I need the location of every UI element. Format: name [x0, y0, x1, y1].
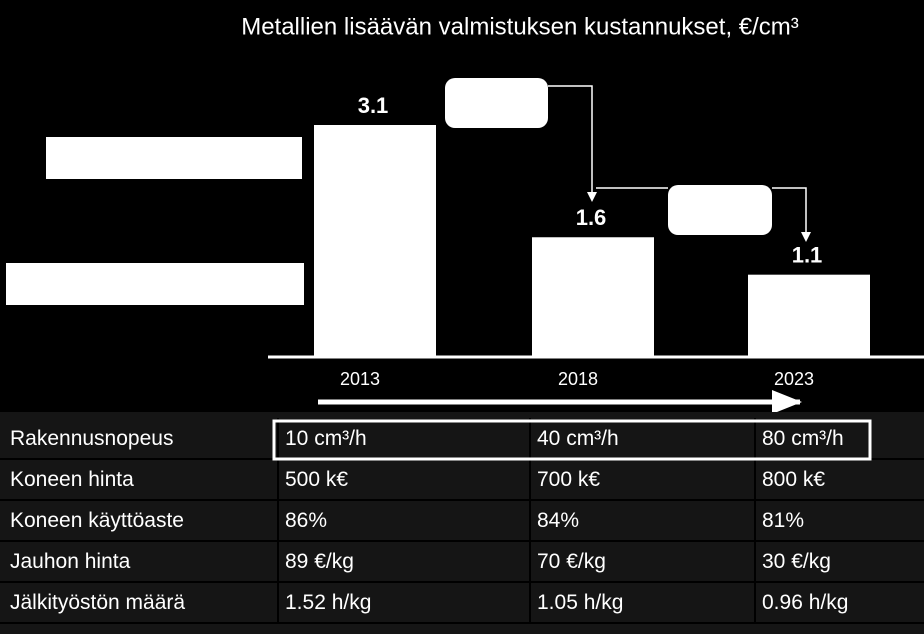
blank-box: [6, 263, 304, 305]
chart-title: Metallien lisäävän valmistuksen kustannu…: [241, 13, 799, 40]
table-background: [0, 412, 924, 634]
bar: [532, 237, 654, 357]
arrow: [772, 187, 811, 242]
table-cell: 0.96 h/kg: [762, 591, 848, 614]
table-cell: 40 cm³/h: [537, 427, 619, 450]
arrow: [548, 85, 597, 202]
row-label: Koneen hinta: [10, 468, 134, 491]
value-label: 1.1: [792, 242, 823, 267]
row-label: Jauhon hinta: [10, 550, 131, 573]
highlight-box: [272, 419, 872, 461]
row-label: Koneen käyttöaste: [10, 509, 184, 532]
value-label: 1.6: [576, 205, 607, 230]
x-tick-label: 2023: [774, 369, 814, 389]
table-cell: 70 €/kg: [537, 550, 606, 573]
table-cell: 500 k€: [285, 468, 348, 491]
row-label: Jälkityöstön määrä: [10, 591, 185, 614]
table-cell: 10 cm³/h: [285, 427, 367, 450]
x-tick-label: 2013: [340, 369, 380, 389]
table-cell: 800 k€: [762, 468, 825, 491]
table-cell: 89 €/kg: [285, 550, 354, 573]
callout: [445, 78, 548, 128]
blank-box: [46, 137, 302, 179]
bar: [314, 125, 436, 357]
table-cell: 81%: [762, 509, 804, 532]
table-cell: 1.52 h/kg: [285, 591, 371, 614]
table-cell: 84%: [537, 509, 579, 532]
table-cell: 30 €/kg: [762, 550, 831, 573]
table-cell: 86%: [285, 509, 327, 532]
table-cell: 1.05 h/kg: [537, 591, 623, 614]
bar: [748, 274, 870, 357]
table-cell: 80 cm³/h: [762, 427, 844, 450]
callout: [668, 185, 772, 235]
x-tick-label: 2018: [558, 369, 598, 389]
value-label: 3.1: [358, 93, 389, 118]
row-label: Rakennusnopeus: [10, 427, 173, 450]
table-cell: 700 k€: [537, 468, 600, 491]
